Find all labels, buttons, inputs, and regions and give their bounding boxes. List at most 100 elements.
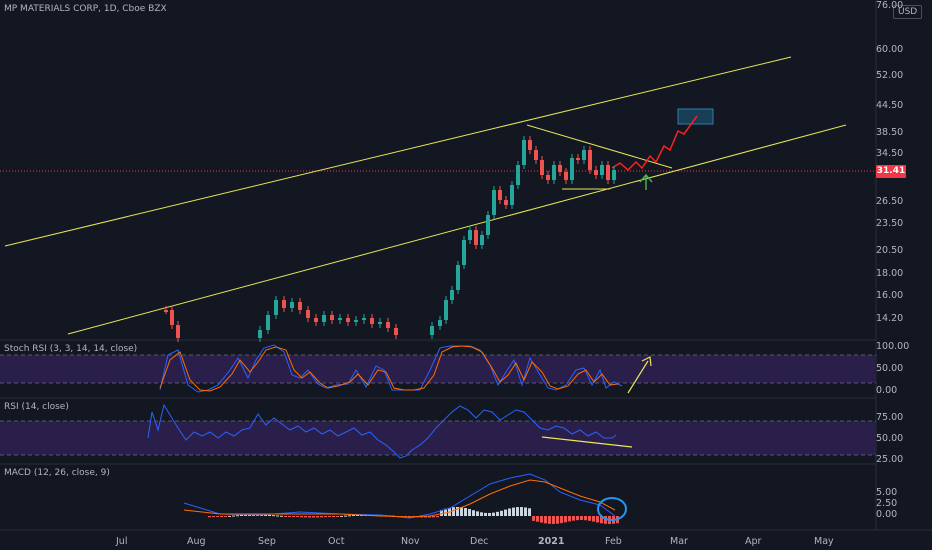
macd-bar: [424, 516, 427, 518]
macd-bar: [344, 515, 347, 517]
candle-body: [164, 310, 168, 312]
rsi-pane[interactable]: [0, 403, 876, 459]
macd-bar: [572, 516, 575, 521]
macd-bar: [284, 516, 287, 517]
macd-bar: [456, 507, 459, 516]
macd-bar: [484, 512, 487, 516]
macd-signal-line: [183, 479, 616, 518]
rsi-line: [147, 403, 617, 459]
macd-bar: [300, 516, 303, 518]
candle-body: [588, 150, 592, 170]
macd-bar: [544, 516, 547, 524]
macd-tick: 0.00: [876, 509, 898, 520]
macd-bar: [576, 516, 579, 521]
candle-body: [552, 165, 556, 180]
macd-bar: [336, 516, 339, 517]
stoch-rsi-pane[interactable]: [0, 344, 876, 394]
price-pane[interactable]: [0, 56, 876, 342]
price-tick: 44.50: [876, 100, 904, 111]
stoch-tick: 0.00: [876, 385, 898, 396]
macd-bar: [208, 516, 211, 518]
price-tick: 52.00: [876, 70, 904, 81]
time-tick: Apr: [745, 536, 762, 547]
candle-body: [314, 318, 318, 322]
candle-body: [362, 318, 366, 320]
macd-bar: [476, 511, 479, 516]
macd-bar: [244, 514, 247, 516]
candle-body: [394, 328, 398, 335]
macd-highlight-circle: [597, 497, 627, 521]
macd-bar: [512, 507, 515, 516]
macd-bar: [592, 516, 595, 522]
price-tick: 38.50: [876, 127, 904, 138]
candle-body: [322, 315, 326, 322]
macd-bar: [276, 515, 279, 517]
macd-bar: [520, 507, 523, 516]
projection-path: [611, 115, 698, 172]
macd-bar: [232, 515, 235, 517]
candle-body: [534, 150, 538, 160]
candle-body: [612, 170, 616, 180]
stoch-arrow-icon: [627, 356, 652, 394]
macd-bar: [264, 514, 267, 516]
candle-body: [430, 326, 434, 335]
macd-bar: [288, 516, 291, 517]
candle-body: [306, 310, 310, 318]
candle-body: [528, 140, 532, 150]
candle-body: [346, 318, 350, 322]
stoch-k-line: [159, 344, 623, 393]
target-box[interactable]: [677, 108, 714, 125]
macd-bar: [332, 516, 335, 517]
macd-bar: [348, 515, 351, 517]
macd-bar: [552, 516, 555, 524]
macd-bar: [352, 515, 355, 517]
triangle-upper-line: [526, 124, 673, 169]
stoch-d-line: [159, 345, 619, 392]
macd-bar: [464, 508, 467, 516]
macd-bar: [432, 516, 435, 518]
candle-body: [282, 300, 286, 308]
stoch-rsi-band: [0, 355, 876, 383]
macd-bar: [304, 516, 307, 518]
macd-bar: [516, 507, 519, 516]
candle-body: [298, 302, 302, 310]
macd-bar: [436, 516, 439, 518]
currency-button[interactable]: USD: [893, 5, 923, 19]
macd-pane[interactable]: [183, 473, 627, 524]
macd-bar: [532, 516, 535, 521]
price-tick: 18.00: [876, 268, 904, 279]
macd-bar: [452, 507, 455, 516]
macd-bar: [568, 516, 571, 522]
macd-bar: [560, 516, 563, 524]
candle-body: [462, 240, 466, 265]
macd-bar: [548, 516, 551, 524]
time-tick: May: [814, 536, 834, 547]
chart-title: MP MATERIALS CORP, 1D, Cboe BZX: [4, 4, 167, 14]
macd-bar: [504, 509, 507, 516]
price-tick: 16.00: [876, 290, 904, 301]
candle-body: [570, 158, 574, 180]
candle-body: [486, 215, 490, 235]
macd-bar: [428, 516, 431, 518]
macd-bar: [564, 516, 567, 523]
macd-bar: [340, 515, 343, 517]
candle-body: [564, 172, 568, 180]
candle-body: [266, 315, 270, 330]
time-tick: Aug: [187, 536, 206, 547]
macd-bar: [596, 516, 599, 523]
macd-tick: 2.50: [876, 498, 898, 509]
time-tick: Mar: [670, 536, 688, 547]
candle-body: [330, 315, 334, 320]
candle-body: [386, 322, 390, 328]
time-tick: 2021: [538, 536, 565, 547]
macd-bar: [216, 516, 219, 517]
candle-body: [450, 290, 454, 300]
time-tick: Nov: [401, 536, 420, 547]
breakout-arrow-icon: [639, 173, 653, 190]
macd-bar: [224, 516, 227, 517]
candle-body: [594, 170, 598, 175]
macd-bar: [324, 516, 327, 518]
channel-upper-line: [4, 56, 792, 247]
macd-bar: [272, 515, 275, 517]
